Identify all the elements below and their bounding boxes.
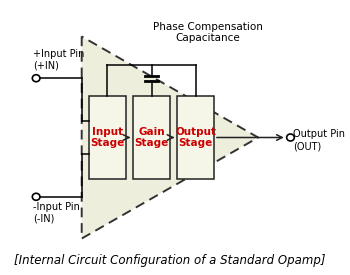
FancyBboxPatch shape bbox=[133, 96, 170, 179]
Text: Output
Stage: Output Stage bbox=[175, 127, 216, 148]
Text: [Internal Circuit Configuration of a Standard Opamp]: [Internal Circuit Configuration of a Sta… bbox=[14, 254, 326, 267]
Text: -Input Pin
(-IN): -Input Pin (-IN) bbox=[33, 202, 80, 224]
Text: +Input Pin
(+IN): +Input Pin (+IN) bbox=[33, 49, 85, 70]
Text: Input
Stage: Input Stage bbox=[90, 127, 125, 148]
FancyBboxPatch shape bbox=[177, 96, 214, 179]
Text: Gain
Stage: Gain Stage bbox=[134, 127, 169, 148]
FancyBboxPatch shape bbox=[89, 96, 126, 179]
Polygon shape bbox=[82, 37, 258, 238]
Text: Output Pin
(OUT): Output Pin (OUT) bbox=[293, 130, 345, 151]
Text: Phase Compensation
Capacitance: Phase Compensation Capacitance bbox=[153, 22, 263, 43]
